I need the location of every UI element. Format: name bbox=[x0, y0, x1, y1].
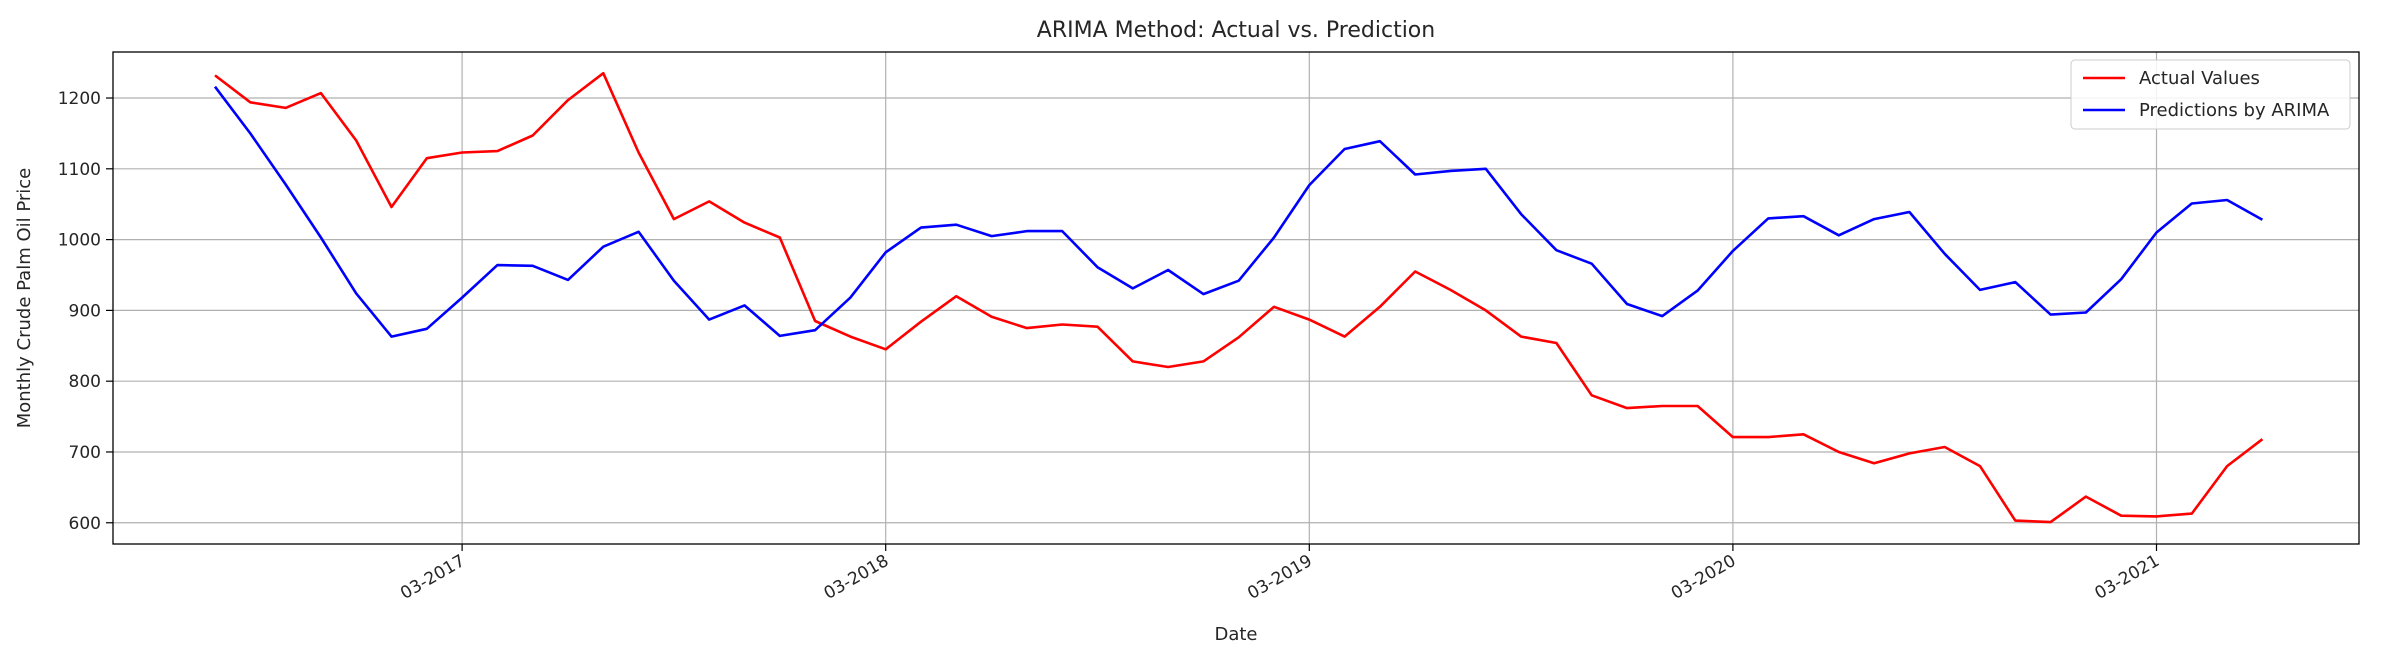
legend-box bbox=[2070, 59, 2351, 130]
legend-label: Actual Values bbox=[2139, 68, 2260, 89]
x-axis-title: Date bbox=[1214, 624, 1257, 645]
y-axis-title: Monthly Crude Palm Oil Price bbox=[14, 168, 35, 429]
grid bbox=[113, 52, 2359, 544]
chart-title: ARIMA Method: Actual vs. Prediction bbox=[1037, 18, 1435, 43]
y-tick-label: 1200 bbox=[58, 89, 101, 109]
series-lines bbox=[213, 71, 2264, 524]
plot-frame bbox=[112, 51, 2360, 545]
series-line-1 bbox=[213, 85, 2264, 338]
series-line-0 bbox=[214, 71, 2264, 524]
y-tick-label: 1000 bbox=[58, 231, 101, 251]
legend: Actual Values Predictions by ARIMA bbox=[2070, 59, 2351, 130]
y-tick-label: 900 bbox=[69, 301, 101, 321]
y-tick-label: 700 bbox=[69, 443, 101, 463]
y-axis: 600 700 800 900 1000 1100 1200 bbox=[58, 89, 113, 534]
y-tick-label: 600 bbox=[69, 514, 101, 534]
y-tick-label: 800 bbox=[69, 372, 101, 392]
legend-label: Predictions by ARIMA bbox=[2139, 100, 2330, 121]
y-tick-label: 1100 bbox=[58, 160, 101, 180]
